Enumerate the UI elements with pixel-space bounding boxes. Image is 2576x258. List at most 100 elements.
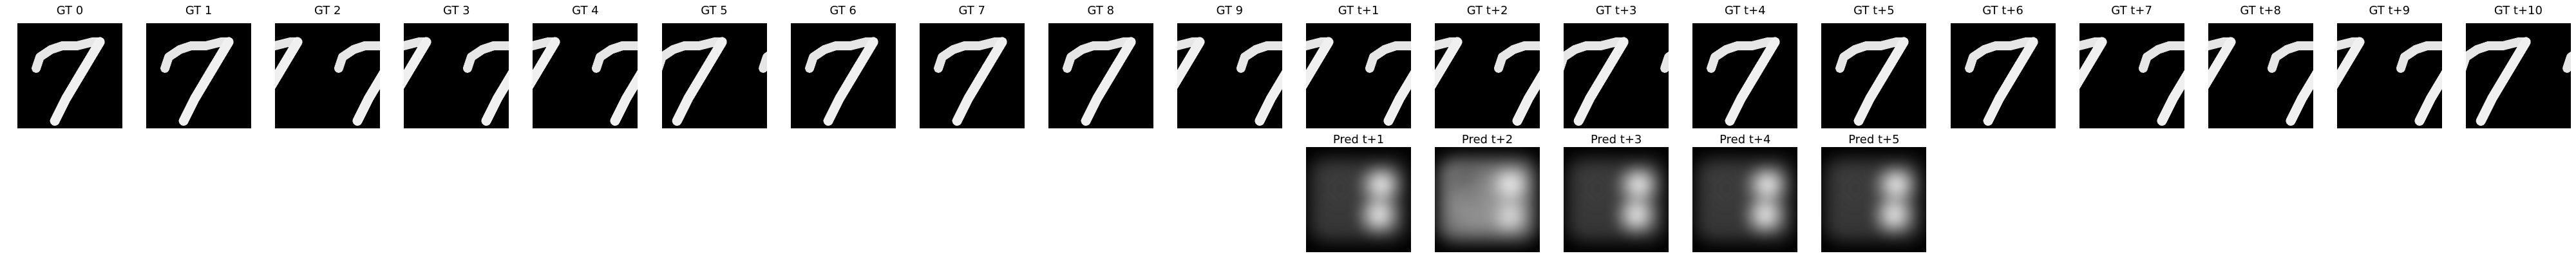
- gt-frame-panel: GT t+7: [2079, 3, 2184, 128]
- gt-frame-image: [661, 23, 767, 128]
- digit-seven-glyph: [1707, 37, 1780, 126]
- gt-frame-panel: GT 2: [275, 3, 381, 128]
- gt-frame-title: GT 1: [185, 4, 213, 17]
- digit-seven-wrap: [1177, 37, 1205, 90]
- digit-seven-glyph: [1964, 37, 2038, 126]
- digit-seven-glyph: [2138, 41, 2184, 126]
- gt-frame-image: [404, 23, 509, 128]
- gt-frame-panel: GT 8: [1048, 3, 1153, 128]
- gt-frame-image: [1821, 23, 1927, 128]
- pred-frame-title: Pred t+5: [1848, 133, 1900, 146]
- pred-frame-title: Pred t+1: [1332, 133, 1385, 146]
- digit-seven-wrap: [533, 37, 560, 90]
- gt-frame-panel: GT 4: [533, 3, 638, 128]
- pred-frame-panel: Pred t+2: [1435, 132, 1540, 252]
- gt-frame-panel: GT t+3: [1564, 3, 1669, 128]
- gt-frame-title: GT 5: [701, 4, 728, 17]
- gt-frame-panel: GT t+1: [1306, 3, 1411, 128]
- digit-seven-wrap: [404, 37, 431, 90]
- gt-frame-panel: GT 6: [790, 3, 896, 128]
- pred-frame-image: [1692, 147, 1798, 252]
- pred-frame-image: [1306, 147, 1411, 252]
- gt-frame-title: GT 8: [1087, 4, 1115, 17]
- pred-frame-panel: Pred t+3: [1564, 132, 1669, 252]
- digit-seven-glyph: [1236, 41, 1282, 126]
- gt-frame-title: GT t+4: [1724, 4, 1766, 17]
- gt-frame-title: GT 9: [1216, 4, 1244, 17]
- gt-frame-title: GT 7: [958, 4, 985, 17]
- gt-frame-panel: GT t+8: [2208, 3, 2313, 128]
- pred-frame-title: Pred t+2: [1461, 133, 1513, 146]
- pred-frame-title: Pred t+3: [1591, 133, 1642, 146]
- gt-frame-image: [1692, 23, 1798, 128]
- digit-seven-wrap: [2336, 37, 2365, 90]
- digit-seven-glyph: [1365, 41, 1411, 126]
- gt-frame-panel: GT t+5: [1821, 3, 1927, 128]
- gt-frame-image: [17, 23, 122, 128]
- gt-frame-title: GT t+5: [1853, 4, 1895, 17]
- gt-frame-title: GT t+9: [2369, 4, 2410, 17]
- digit-seven-glyph: [160, 37, 234, 126]
- gt-frame-panel: GT t+4: [1692, 3, 1798, 128]
- gt-frame-image: [1048, 23, 1153, 128]
- gt-frame-image: [2336, 23, 2442, 128]
- gt-frame-panel: GT 7: [919, 3, 1025, 128]
- gt-frame-panel: GT t+10: [2465, 3, 2571, 128]
- gt-frame-image: [790, 23, 896, 128]
- digit-seven-wrap: [2079, 37, 2107, 90]
- gt-frame-image: [2465, 23, 2571, 128]
- gt-frame-image: [1306, 23, 1411, 128]
- digit-seven-glyph: [592, 41, 638, 126]
- pred-frame-image: [1435, 147, 1540, 252]
- gt-frame-title: GT t+7: [2111, 4, 2152, 17]
- gt-frame-image: [275, 23, 381, 128]
- digit-seven-glyph: [1494, 41, 1540, 126]
- pred-frame-panel: Pred t+5: [1821, 132, 1927, 252]
- gt-frame-panel: GT t+9: [2336, 3, 2442, 128]
- gt-frame-panel: GT 9: [1177, 3, 1282, 128]
- digit-seven-glyph: [2396, 41, 2442, 126]
- digit-seven-glyph: [1835, 37, 1909, 126]
- gt-frame-title: GT 4: [572, 4, 599, 17]
- pred-frame-title: Pred t+4: [1719, 133, 1771, 146]
- digit-seven-glyph: [2267, 41, 2313, 126]
- gt-frame-title: GT t+6: [1982, 4, 2023, 17]
- gt-frame-image: [2208, 23, 2313, 128]
- gt-frame-title: GT t+2: [1466, 4, 1508, 17]
- digit-seven-glyph: [804, 37, 878, 126]
- prediction-row: Pred t+1 Pred t+2 Pred t+3 Pred t+4 Pred t+5: [0, 129, 2576, 258]
- digit-seven-glyph: [32, 37, 105, 126]
- digit-seven-glyph: [933, 37, 1007, 126]
- gt-frame-panel: GT 3: [404, 3, 509, 128]
- ground-truth-row: GT 0 GT 1 GT 2 GT 3 GT 4 GT 5 GT 6 GT 7 GT 8 GT 9…: [17, 3, 2571, 128]
- pred-frame-image: [1821, 147, 1927, 252]
- gt-frame-image: [1435, 23, 1540, 128]
- digit-seven-wrap: [1435, 37, 1463, 90]
- digit-seven-wrap: [1306, 37, 1334, 90]
- gt-frame-title: GT t+3: [1595, 4, 1637, 17]
- gt-frame-panel: GT 1: [146, 3, 252, 128]
- gt-frame-title: GT 3: [443, 4, 470, 17]
- digit-seven-glyph: [1564, 37, 1629, 126]
- gt-frame-panel: GT t+2: [1435, 3, 1540, 128]
- gt-frame-panel: GT 0: [17, 3, 122, 128]
- gt-frame-image: [2079, 23, 2184, 128]
- gt-frame-image: [146, 23, 252, 128]
- digit-seven-wrap: [275, 37, 303, 90]
- digit-seven-glyph: [1062, 37, 1136, 126]
- digit-seven-wrap: [2208, 37, 2236, 90]
- pred-frame-image: [1564, 147, 1669, 252]
- digit-seven-glyph: [661, 37, 727, 126]
- gt-frame-image: [1177, 23, 1282, 128]
- gt-frame-image: [919, 23, 1025, 128]
- gt-frame-title: GT t+10: [2494, 4, 2543, 17]
- gt-frame-title: GT 0: [56, 4, 84, 17]
- gt-frame-image: [1564, 23, 1669, 128]
- gt-frame-image: [533, 23, 638, 128]
- gt-frame-image: [1950, 23, 2056, 128]
- gt-frame-title: GT 6: [829, 4, 857, 17]
- gt-frame-title: GT t+8: [2240, 4, 2281, 17]
- gt-frame-title: GT t+1: [1338, 4, 1379, 17]
- digit-seven-glyph: [334, 41, 381, 126]
- gt-frame-title: GT 2: [314, 4, 341, 17]
